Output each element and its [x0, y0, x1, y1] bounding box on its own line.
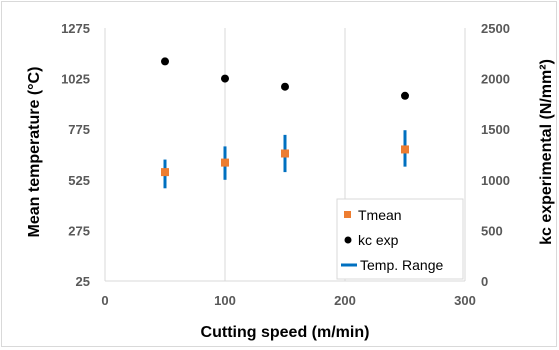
grid — [104, 28, 466, 281]
y-left-tick-label: 1025 — [61, 72, 90, 87]
x-tick-label: 300 — [454, 293, 476, 308]
kc-exp-point — [401, 91, 409, 100]
legend-marker-kc — [344, 236, 352, 244]
x-axis-title: Cutting speed (m/min) — [201, 324, 370, 341]
y-left-tick-label: 775 — [68, 122, 90, 137]
kc-exp-point — [281, 82, 289, 91]
legend-label-tmean: Tmean — [358, 207, 402, 223]
y-right-tick-label: 0 — [481, 274, 488, 289]
y-axis-right-title: kc experimental (N/mm²) — [538, 59, 555, 245]
y-left-tick-label: 1275 — [61, 21, 90, 36]
y-right-tick-label: 2000 — [481, 72, 510, 87]
legend-box — [336, 198, 464, 280]
tmean-point — [281, 149, 289, 158]
x-tick-label: 0 — [101, 293, 108, 308]
tmean-point — [401, 145, 409, 154]
x-tick-label: 100 — [214, 293, 236, 308]
kc-exp-point — [161, 57, 169, 66]
y-left-tick-label: 525 — [68, 173, 90, 188]
y-axis-left-title: Mean temperature (°C) — [26, 67, 43, 238]
tmean-point — [221, 158, 229, 167]
legend-label-range: Temp. Range — [360, 257, 443, 273]
y-right-tick-label: 1000 — [481, 173, 510, 188]
kc-exp-point — [221, 74, 229, 83]
ticks-layer: 0 100 200 300 25 275 525 775 1025 1275 0 500 1000 150… — [61, 21, 510, 308]
legend-marker-tmean — [344, 211, 351, 218]
tmean-point — [161, 168, 169, 177]
legend-label-kc: kc exp — [358, 232, 399, 248]
series-layer — [161, 57, 409, 189]
x-tick-label: 200 — [334, 293, 356, 308]
y-right-tick-label: 2500 — [481, 21, 510, 36]
y-left-tick-label: 275 — [68, 223, 90, 238]
legend: Tmean kc exp Temp. Range — [336, 198, 464, 280]
y-left-tick-label: 25 — [76, 274, 90, 289]
y-right-tick-label: 1500 — [481, 122, 510, 137]
y-right-tick-label: 500 — [481, 223, 503, 238]
